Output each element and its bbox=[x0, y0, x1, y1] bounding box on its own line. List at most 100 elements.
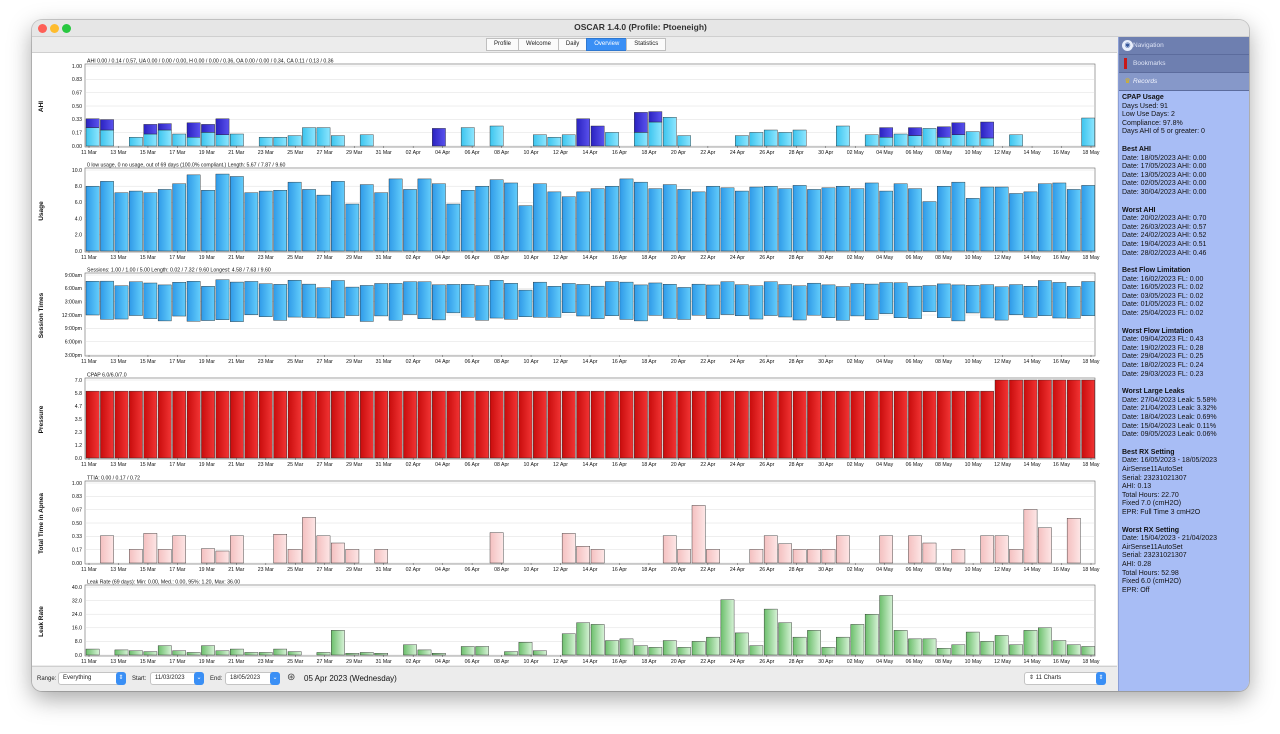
x-tick-label: 12 May bbox=[994, 567, 1011, 573]
tab-overview[interactable]: Overview bbox=[586, 38, 628, 51]
x-tick-label: 25 Mar bbox=[287, 567, 303, 573]
x-tick-label: 30 Apr bbox=[818, 659, 833, 665]
x-tick-label: 10 Apr bbox=[524, 359, 539, 365]
x-tick-label: 21 Mar bbox=[228, 462, 244, 468]
sidebar-records[interactable]: ♛ Records bbox=[1119, 73, 1249, 91]
ahi-bar bbox=[100, 119, 114, 131]
record-line: Date: 18/02/2023 FL: 0.24 bbox=[1122, 362, 1204, 370]
x-tick-label: 24 Apr bbox=[730, 359, 745, 365]
record-line: Date: 09/05/2023 Leak: 0.06% bbox=[1122, 431, 1217, 439]
reset-zoom-icon[interactable]: ⊛ bbox=[287, 672, 296, 683]
usage-bar bbox=[143, 192, 158, 252]
ttia-bar bbox=[316, 535, 331, 564]
usage-bar bbox=[1009, 193, 1023, 252]
x-tick-label: 22 Apr bbox=[700, 255, 715, 261]
tab-statistics[interactable]: Statistics bbox=[626, 38, 667, 51]
record-group: Best RX Setting Date: 16/05/2023 - 18/05/… bbox=[1122, 449, 1249, 518]
tab-daily[interactable]: Daily bbox=[557, 38, 588, 51]
record-line: Fixed 7.0 (cmH2O) bbox=[1122, 500, 1182, 508]
ahi-bar bbox=[951, 134, 966, 147]
session-bar bbox=[504, 283, 518, 320]
pressure-bar bbox=[1038, 379, 1052, 459]
session-bar bbox=[417, 281, 432, 319]
pressure-bar bbox=[374, 390, 389, 459]
session-bar bbox=[547, 286, 562, 318]
x-tick-label: 14 Apr bbox=[583, 359, 598, 365]
x-tick-label: 04 Apr bbox=[435, 150, 450, 156]
leak-bar bbox=[951, 644, 966, 656]
session-bar bbox=[403, 281, 417, 315]
pressure-bar bbox=[215, 390, 230, 459]
x-tick-label: 10 May bbox=[965, 659, 982, 665]
ahi-bar bbox=[1009, 134, 1023, 147]
x-tick-label: 04 May bbox=[876, 359, 893, 365]
ahi-bar bbox=[749, 132, 764, 147]
ahi-bar bbox=[331, 135, 345, 147]
leak-bar bbox=[432, 653, 446, 656]
pressure-bar bbox=[475, 390, 490, 459]
leak-bar bbox=[258, 652, 273, 656]
leak-bar bbox=[980, 641, 994, 656]
leak-bar bbox=[331, 630, 345, 656]
record-line: AHI: 0.13 bbox=[1122, 483, 1152, 491]
pressure-bar bbox=[634, 390, 648, 459]
leak-bar bbox=[215, 650, 230, 656]
ttia-bar bbox=[1038, 527, 1052, 564]
minimize-window-button[interactable] bbox=[50, 24, 59, 33]
x-tick-label: 14 Apr bbox=[583, 462, 598, 468]
record-line: Date: 17/05/2023 AHI: 0.00 bbox=[1122, 163, 1207, 171]
start-date-field[interactable]: 11/03/2023 ⌄ bbox=[150, 672, 204, 685]
usage-bar bbox=[634, 181, 648, 252]
end-date-field[interactable]: 18/05/2023 ⌄ bbox=[225, 672, 280, 685]
session-bar bbox=[1009, 284, 1023, 316]
leak-bar bbox=[691, 641, 706, 656]
x-tick-label: 16 Apr bbox=[612, 567, 627, 573]
ttia-bar bbox=[576, 546, 590, 564]
range-select[interactable]: Everything ⇕ bbox=[58, 672, 126, 685]
zoom-window-button[interactable] bbox=[62, 24, 71, 33]
pressure-bar bbox=[388, 390, 403, 459]
sidebar-bookmarks[interactable]: Bookmarks bbox=[1119, 55, 1249, 73]
x-tick-label: 18 Apr bbox=[641, 150, 656, 156]
session-bar bbox=[908, 285, 922, 319]
usage-bar bbox=[1038, 183, 1052, 252]
sidebar-navigation[interactable]: ◉ Navigation bbox=[1119, 37, 1249, 55]
usage-bar bbox=[662, 184, 677, 252]
x-tick-label: 25 Mar bbox=[287, 255, 303, 261]
x-tick-label: 08 May bbox=[935, 359, 952, 365]
x-tick-label: 16 May bbox=[1053, 659, 1070, 665]
record-line: Date: 16/05/2023 - 18/05/2023 bbox=[1122, 457, 1217, 465]
session-bar bbox=[331, 280, 345, 319]
record-line: Date: 15/04/2023 Leak: 0.11% bbox=[1122, 422, 1217, 430]
tab-welcome[interactable]: Welcome bbox=[518, 38, 559, 51]
record-line: Date: 26/03/2023 AHI: 0.57 bbox=[1122, 223, 1207, 231]
record-line: Date: 21/04/2023 Leak: 3.32% bbox=[1122, 405, 1217, 413]
session-bar bbox=[662, 283, 677, 319]
x-tick-label: 06 May bbox=[906, 359, 923, 365]
usage-bar bbox=[114, 192, 129, 252]
pressure-bar bbox=[432, 390, 446, 459]
overview-graphs[interactable]: AHI 0.00 / 0.14 / 0.57, UA 0.00 / 0.00 /… bbox=[32, 52, 1117, 665]
record-line: Date: 15/04/2023 - 21/04/2023 bbox=[1122, 535, 1217, 543]
leak-bar bbox=[908, 638, 922, 656]
tab-profile[interactable]: Profile bbox=[486, 38, 520, 51]
record-line: Compliance: 97.8% bbox=[1122, 119, 1183, 127]
leak-bar bbox=[129, 650, 143, 656]
range-toolbar: Range: Everything ⇕ Start: 11/03/2023 ⌄ … bbox=[32, 666, 1117, 691]
x-tick-label: 16 Apr bbox=[612, 150, 627, 156]
x-tick-label: 16 Apr bbox=[612, 255, 627, 261]
y-tick-label: 6.0 bbox=[75, 200, 82, 206]
x-tick-label: 04 Apr bbox=[435, 255, 450, 261]
x-tick-label: 19 Mar bbox=[199, 462, 215, 468]
session-bar bbox=[1066, 286, 1081, 319]
close-window-button[interactable] bbox=[38, 24, 47, 33]
leak-bar bbox=[85, 648, 100, 656]
charts-select[interactable]: ⇕ 11 Charts ⇕ bbox=[1024, 672, 1106, 685]
x-tick-label: 18 May bbox=[1082, 255, 1099, 261]
x-tick-label: 04 Apr bbox=[435, 359, 450, 365]
ttia-bar bbox=[908, 535, 922, 564]
x-tick-label: 16 May bbox=[1053, 150, 1070, 156]
graphs-canvas[interactable]: AHI 0.00 / 0.14 / 0.57, UA 0.00 / 0.00 /… bbox=[32, 53, 1117, 666]
leak-bar bbox=[417, 649, 432, 656]
x-tick-label: 19 Mar bbox=[199, 255, 215, 261]
